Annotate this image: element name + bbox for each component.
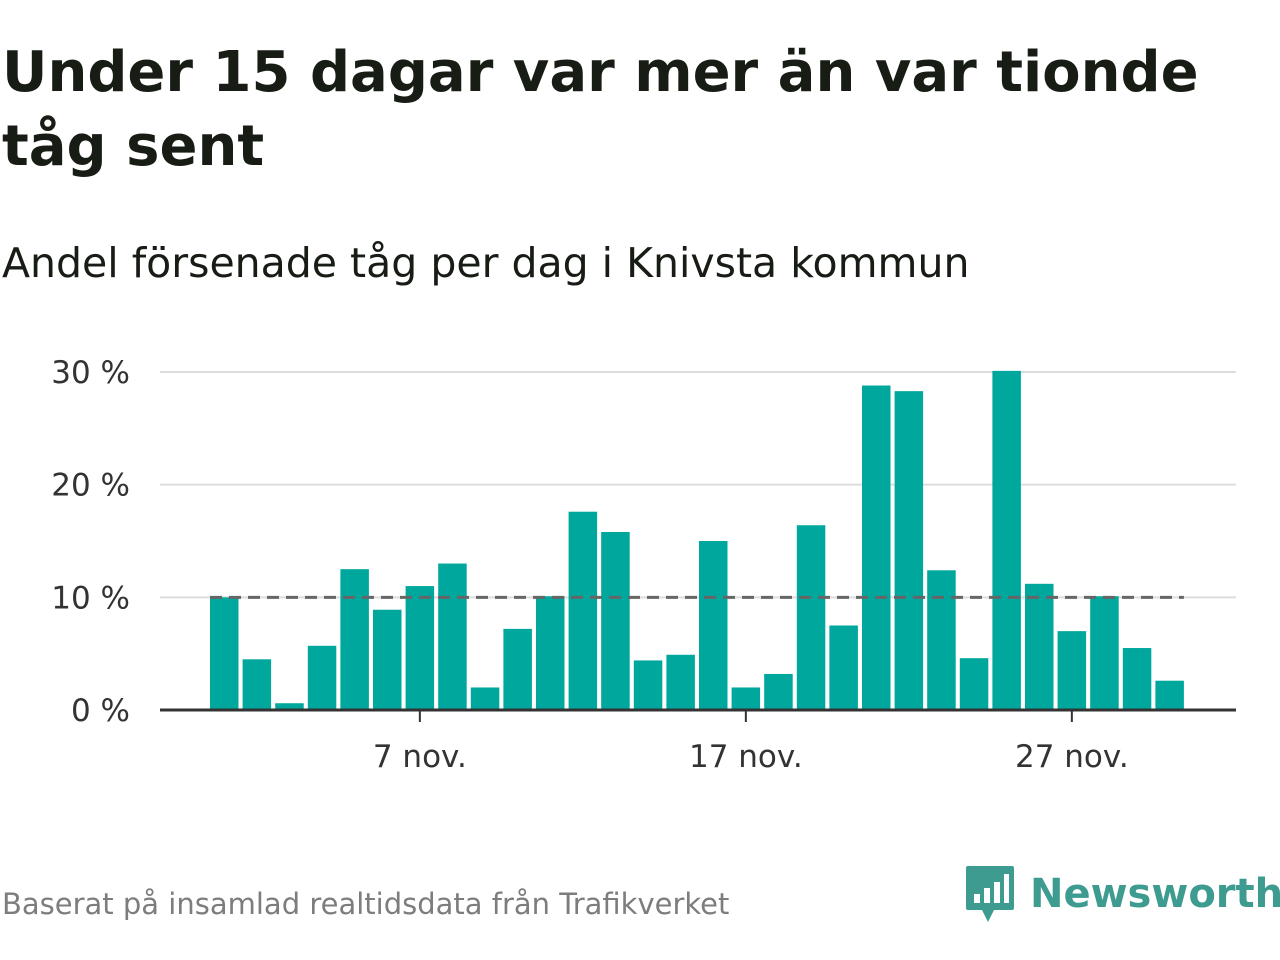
bar [405, 586, 435, 710]
x-tick-label: 7 nov. [373, 739, 467, 775]
bar [470, 687, 500, 710]
bar [503, 628, 532, 710]
bar [536, 596, 565, 710]
bar [242, 659, 272, 710]
bar [764, 673, 793, 710]
bar [731, 687, 761, 710]
bar [796, 525, 826, 710]
bar [1025, 583, 1054, 710]
y-tick-label: 20 % [51, 468, 130, 504]
bar [699, 541, 728, 710]
bar [373, 609, 402, 710]
x-axis: 7 nov. 17 nov. 27 nov. [160, 708, 1236, 775]
bar [340, 569, 369, 710]
bar [275, 703, 304, 710]
brand-name: Newsworthy [1030, 871, 1280, 917]
bar [894, 391, 924, 710]
bar [210, 597, 239, 710]
bar [633, 660, 663, 710]
bar [862, 385, 891, 710]
bar-chart-speech-bubble-icon [966, 866, 1014, 922]
y-tick-label: 0 % [71, 693, 130, 729]
bar [1155, 680, 1184, 710]
chart-title: Under 15 dagar var mer än var tionde tåg… [2, 40, 1199, 179]
bar [307, 645, 337, 710]
bar [959, 658, 989, 710]
bar [1057, 631, 1087, 710]
source-note: Baserat på insamlad realtidsdata från Tr… [2, 887, 730, 921]
bar [666, 654, 695, 710]
bar [927, 570, 956, 710]
y-axis-labels: 0 % 10 % 20 % 30 % [51, 355, 130, 729]
x-tick-label: 27 nov. [1015, 739, 1129, 775]
bar [601, 531, 630, 710]
chart-subtitle: Andel försenade tåg per dag i Knivsta ko… [2, 239, 970, 287]
y-tick-label: 10 % [51, 580, 130, 616]
x-tick-label: 17 nov. [689, 739, 803, 775]
bar [829, 625, 858, 710]
bar [992, 370, 1021, 710]
bar-chart: 7 nov. 17 nov. 27 nov. 0 % 10 % 20 % 30 % [51, 355, 1236, 775]
bar [568, 511, 598, 710]
bar [438, 563, 467, 710]
bar [1122, 648, 1152, 710]
bar [1090, 596, 1119, 710]
bars [210, 370, 1184, 710]
brand: Newsworthy [964, 864, 1280, 924]
y-tick-label: 30 % [51, 355, 130, 391]
gridlines [160, 371, 1236, 599]
